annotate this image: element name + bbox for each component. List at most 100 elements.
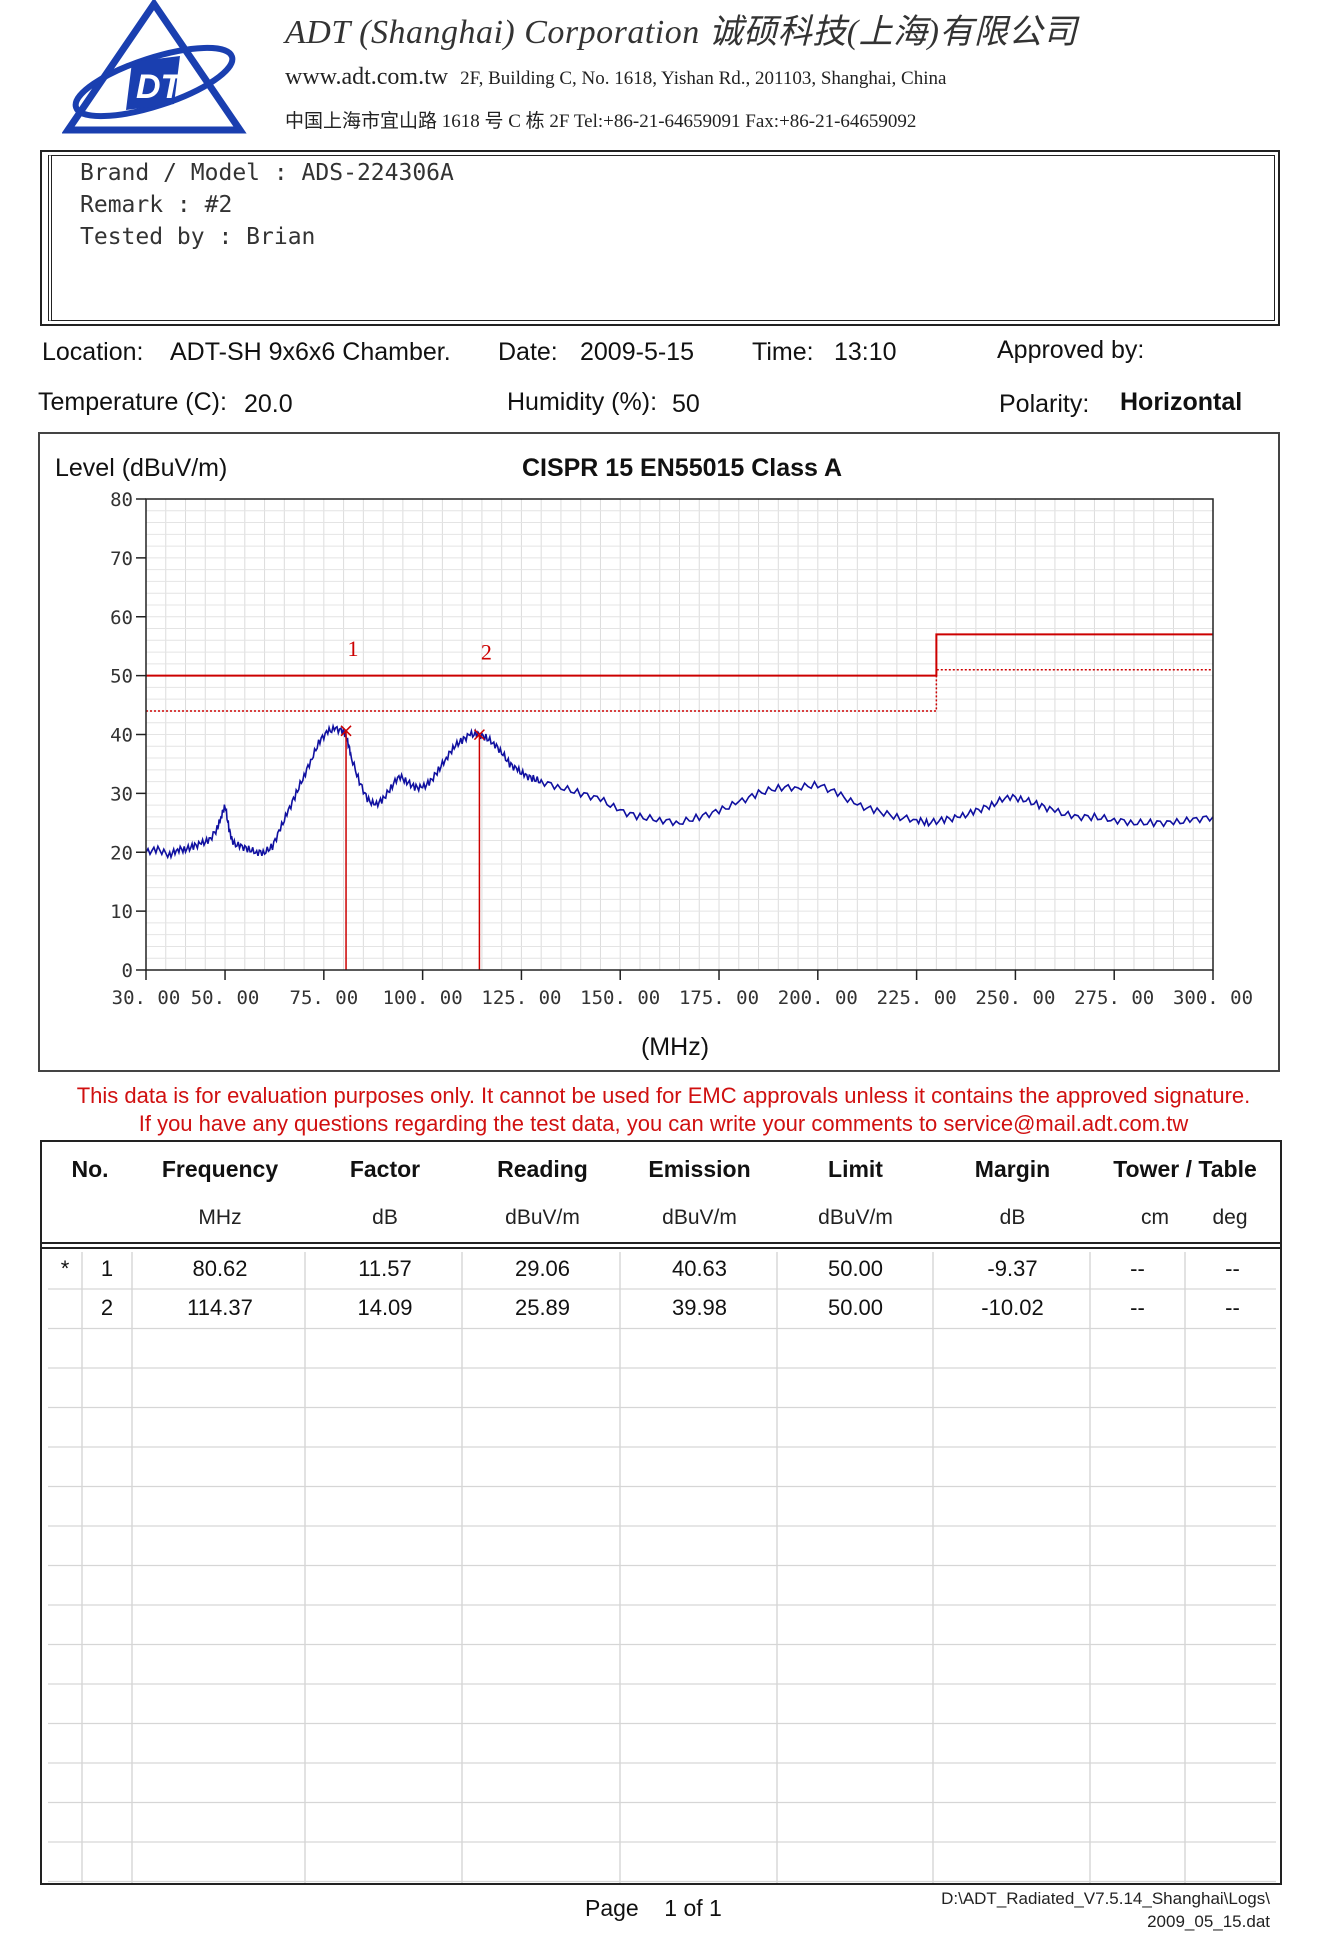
humidity-label: Humidity (%): (507, 388, 658, 416)
unit-frequency: MHz (198, 1206, 242, 1229)
results-table-grid (41, 1242, 1281, 1883)
temperature-label: Temperature (C): (38, 388, 227, 416)
col-header-factor: Factor (349, 1156, 421, 1182)
file-path-line-2: 2009_05_15.dat (1147, 1912, 1270, 1931)
chart-x-axis-label: (MHz) (641, 1033, 709, 1061)
peak-label: 1 (348, 636, 359, 661)
chart-frame (38, 432, 1280, 1072)
temperature-value: 20.0 (244, 390, 293, 418)
cell-reading: 25.89 (514, 1295, 571, 1320)
cell-limit: 50.00 (827, 1295, 884, 1320)
unit-limit: dBuV/m (818, 1206, 893, 1229)
cell-no: 2 (100, 1295, 114, 1320)
x-tick-label: 275. 00 (1074, 987, 1154, 1009)
cell-margin: -10.02 (981, 1295, 1044, 1320)
company-url: www.adt.com.tw (285, 64, 449, 90)
page-number: Page 1 of 1 (585, 1895, 722, 1922)
cell-emission: 40.63 (671, 1256, 728, 1281)
tested-by: Tested by : Brian (80, 224, 316, 250)
location-label: Location: (42, 338, 144, 366)
cell-table: -- (1225, 1295, 1240, 1320)
y-tick-label: 10 (110, 901, 133, 923)
file-path-line-1: D:\ADT_Radiated_V7.5.14_Shanghai\Logs\ (941, 1889, 1270, 1908)
time-label: Time: (752, 338, 814, 366)
limit-line (146, 633, 1213, 677)
chart-y-axis-label: Level (dBuV/m) (55, 454, 227, 482)
unit-table: deg (1212, 1206, 1248, 1229)
col-header-margin: Margin (974, 1156, 1051, 1182)
cell-reading: 29.06 (514, 1256, 571, 1281)
date-label: Date: (498, 338, 558, 366)
col-header-tower-table: Tower / Table (1113, 1156, 1257, 1182)
polarity-label: Polarity: (999, 390, 1090, 418)
unit-factor: dB (372, 1206, 398, 1229)
peak-mark: * (60, 1256, 70, 1281)
y-tick-label: 70 (110, 548, 133, 570)
y-tick-label: 80 (110, 489, 133, 511)
file-path: D:\ADT_Radiated_V7.5.14_Shanghai\Logs\ 2… (880, 1887, 1270, 1933)
remark: Remark : #2 (80, 192, 233, 218)
cell-no: 1 (100, 1256, 114, 1281)
cell-factor: 11.57 (358, 1256, 412, 1281)
chart-grid (145, 498, 1214, 971)
brand-model: Brand / Model : ADS-224306A (80, 160, 454, 186)
results-table (40, 1140, 1282, 1885)
company-address-en: 2F, Building C, No. 1618, Yishan Rd., 20… (460, 68, 947, 89)
humidity-value: 50 (672, 390, 700, 418)
x-tick-label: 125. 00 (481, 987, 561, 1009)
company-name: ADT (Shanghai) Corporation 诚硕科技(上海)有限公司 (285, 14, 1078, 51)
logo-lettering: DT (136, 68, 185, 106)
cell-tower: -- (1130, 1295, 1145, 1320)
y-tick-label: 0 (122, 960, 133, 982)
cell-limit: 50.00 (827, 1256, 884, 1281)
unit-margin: dB (999, 1206, 1026, 1229)
col-header-no: No. (71, 1156, 109, 1182)
y-tick-label: 40 (110, 725, 133, 747)
disclaimer-line-2: If you have any questions regarding the … (138, 1111, 1189, 1136)
peak-marker-x (473, 729, 485, 741)
time-value: 13:10 (834, 338, 897, 366)
page-value: 1 of 1 (664, 1895, 722, 1921)
chart-axes: 0 10 20 30 40 50 60 70 80 30. 00 50. 00 75. 00 100. … (110, 489, 1253, 1009)
limit-lines (146, 633, 1213, 712)
cell-emission: 39.98 (671, 1295, 728, 1320)
unit-tower: cm (1141, 1206, 1169, 1229)
col-header-emission: Emission (648, 1156, 751, 1182)
x-tick-label: 175. 00 (679, 987, 759, 1009)
peak-marker-x (340, 725, 352, 737)
col-header-limit: Limit (828, 1156, 883, 1182)
cell-table: -- (1225, 1256, 1240, 1281)
cell-tower: -- (1130, 1256, 1145, 1281)
x-tick-label: 225. 00 (877, 987, 957, 1009)
x-tick-label: 200. 00 (778, 987, 858, 1009)
peak-label: 2 (481, 640, 492, 665)
x-tick-label: 100. 00 (383, 987, 463, 1009)
col-header-reading: Reading (497, 1156, 588, 1182)
limit-margin-line (146, 668, 1213, 712)
approved-by-label: Approved by: (997, 336, 1145, 364)
cell-margin: -9.37 (987, 1256, 1038, 1281)
location-value: ADT-SH 9x6x6 Chamber. (170, 338, 451, 366)
unit-emission: dBuV/m (662, 1206, 737, 1229)
x-tick-label: 250. 00 (975, 987, 1055, 1009)
emission-trace (145, 722, 1214, 861)
y-tick-label: 50 (110, 666, 133, 688)
x-tick-label: 50. 00 (191, 987, 260, 1009)
unit-reading: dBuV/m (505, 1206, 580, 1229)
x-tick-label: 30. 00 (112, 987, 181, 1009)
info-box: Brand / Model : ADS-224306A Remark : #2 … (40, 150, 1280, 326)
col-header-frequency: Frequency (161, 1156, 279, 1182)
page-label: Page (585, 1895, 639, 1921)
x-tick-label: 150. 00 (580, 987, 660, 1009)
emission-trace-layer (145, 722, 1214, 861)
x-tick-label: 75. 00 (290, 987, 359, 1009)
company-contact-line: www.adt.com.tw 2F, Building C, No. 1618, … (285, 64, 946, 91)
cell-frequency: 114.37 (187, 1295, 253, 1320)
date-value: 2009-5-15 (580, 338, 694, 366)
chart-title: CISPR 15 EN55015 Class A (522, 454, 842, 482)
polarity-value: Horizontal (1120, 388, 1243, 416)
company-address-cn: 中国上海市宜山路 1618 号 C 栋 2F Tel:+86-21-646590… (285, 111, 917, 132)
cell-factor: 14.09 (357, 1295, 413, 1320)
